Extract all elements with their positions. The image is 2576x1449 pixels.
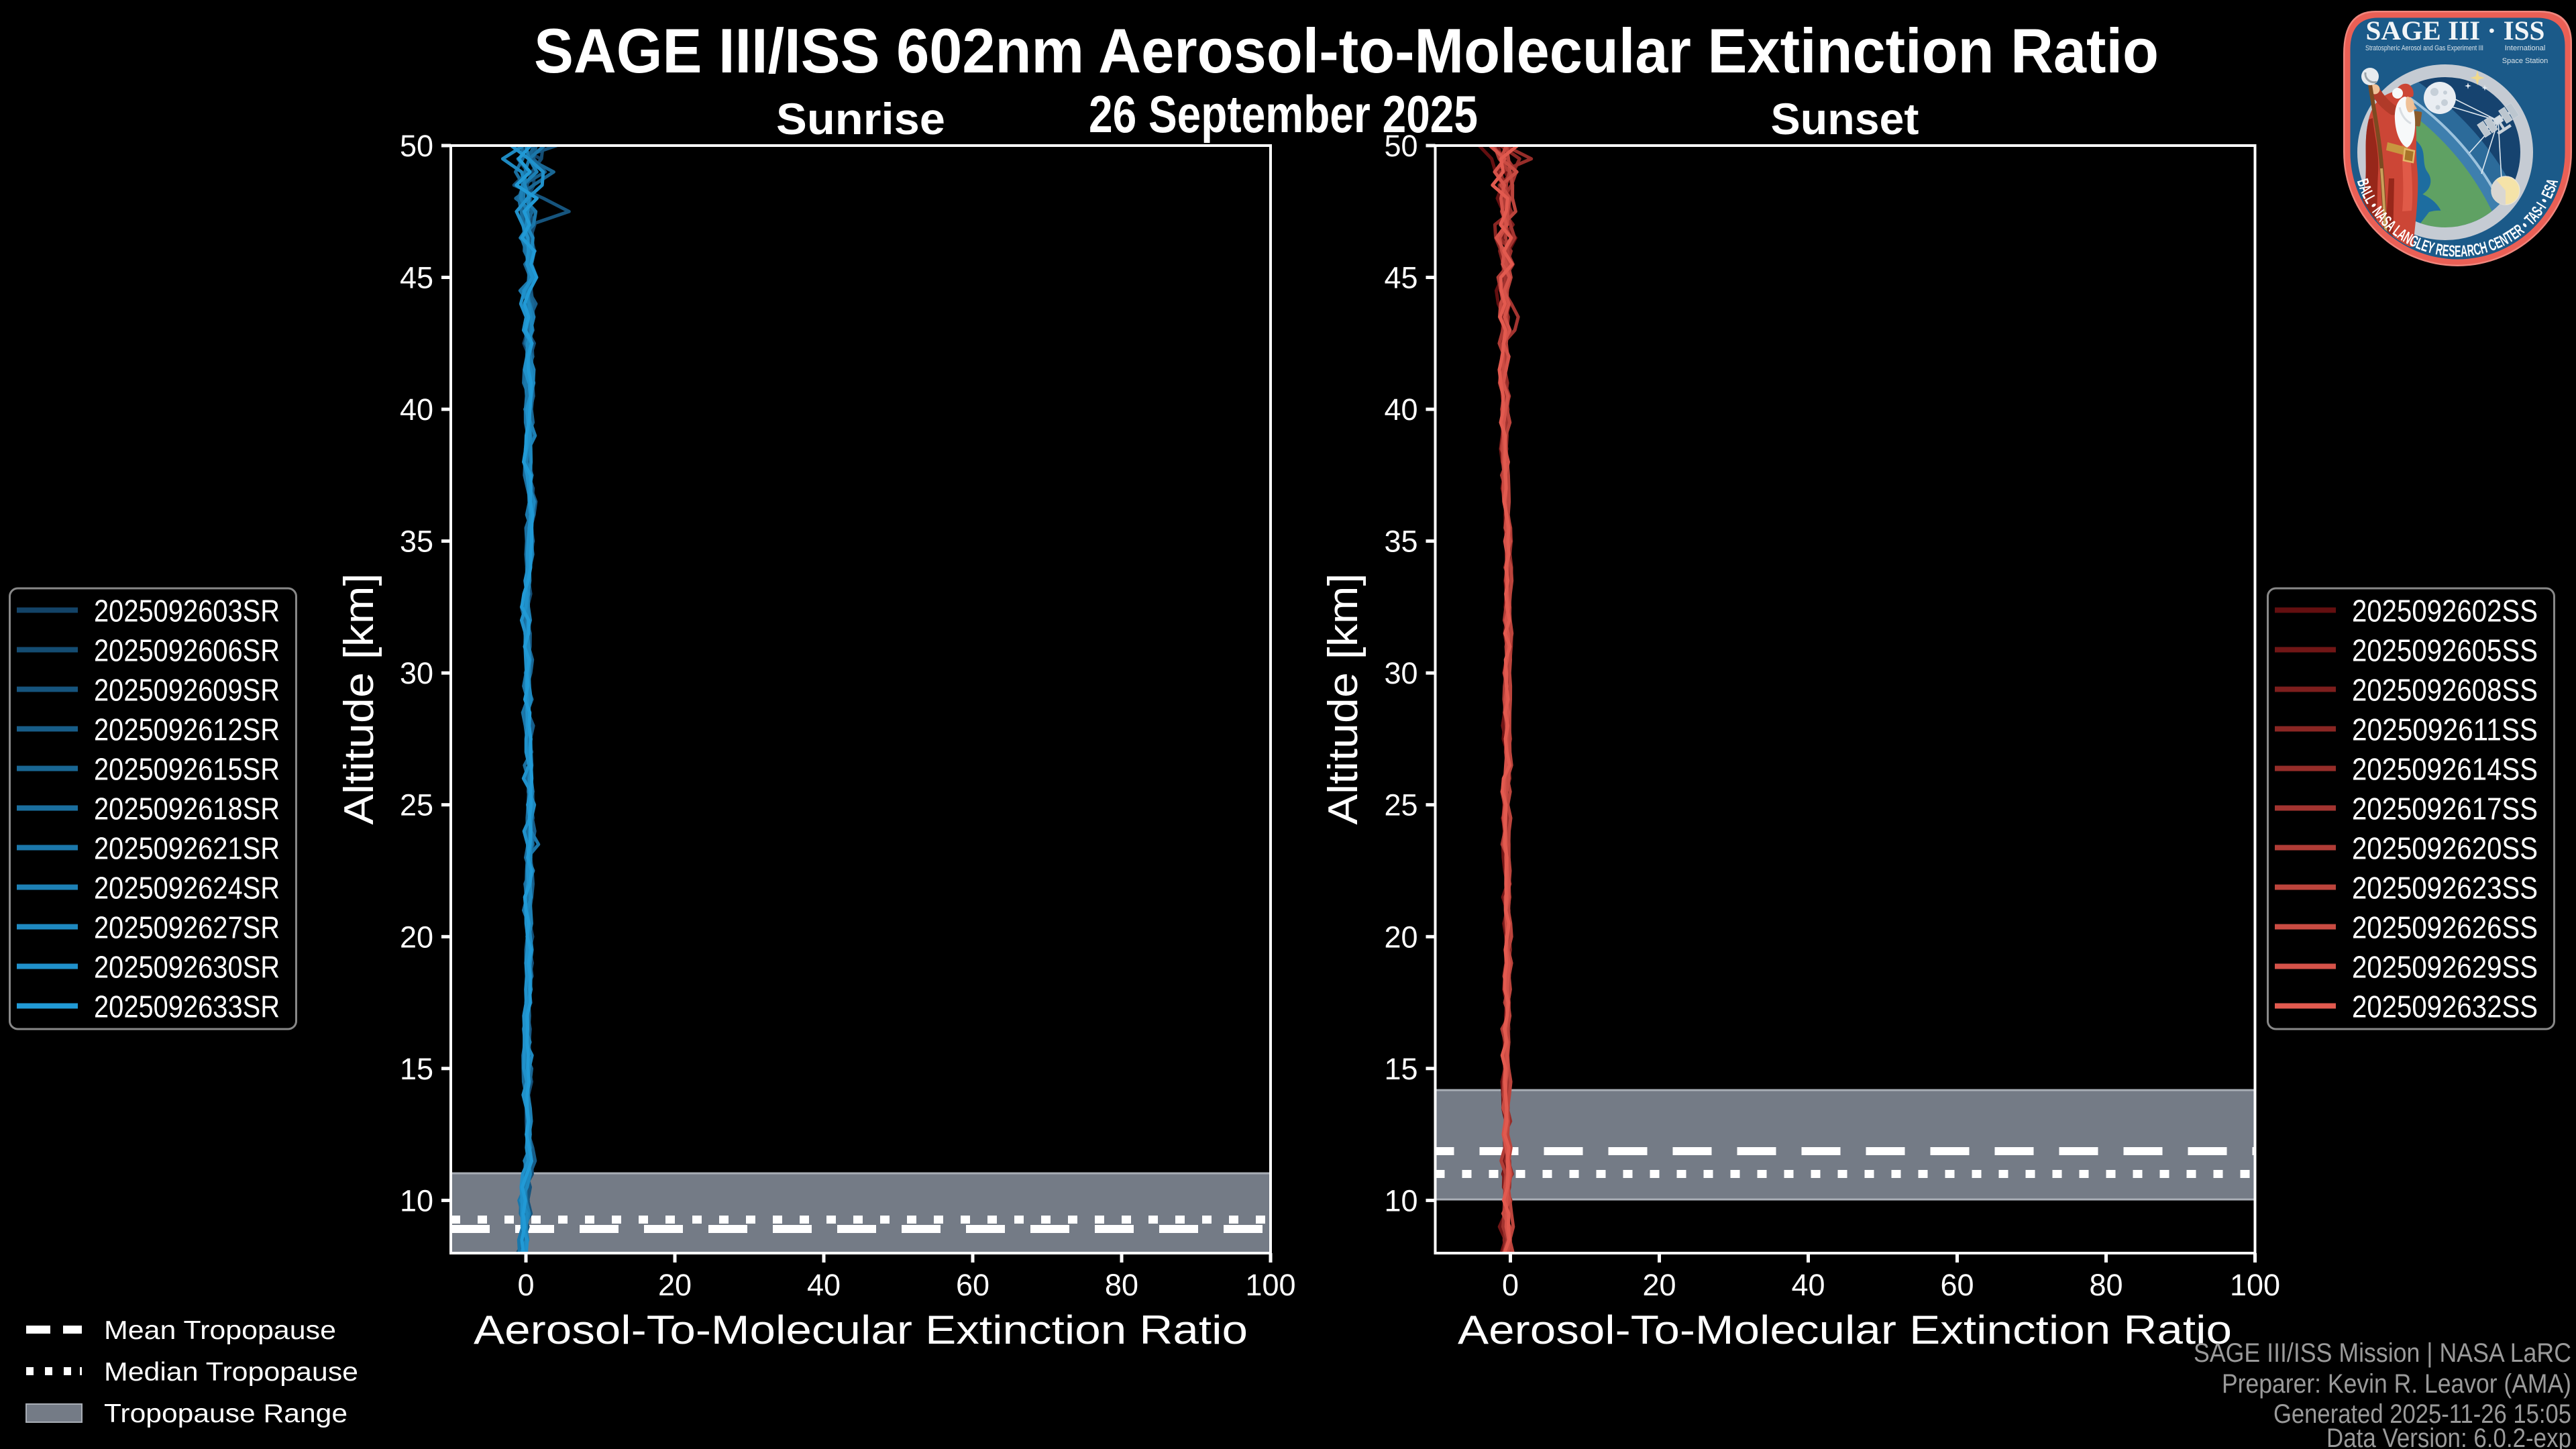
svg-text:2025092606SR: 2025092606SR: [94, 633, 280, 668]
svg-text:2025092623SS: 2025092623SS: [2352, 871, 2538, 906]
svg-text:Aerosol-To-Molecular Extinctio: Aerosol-To-Molecular Extinction Ratio: [474, 1307, 1248, 1352]
svg-text:2025092630SR: 2025092630SR: [94, 950, 280, 985]
svg-text:2025092608SS: 2025092608SS: [2352, 673, 2538, 708]
svg-text:Altitude [km]: Altitude [km]: [336, 574, 382, 825]
svg-text:Sunset: Sunset: [1771, 94, 1919, 144]
svg-text:Preparer: Kevin R. Leavor (AMA: Preparer: Kevin R. Leavor (AMA): [2222, 1369, 2571, 1399]
svg-text:2025092633SR: 2025092633SR: [94, 989, 280, 1024]
svg-text:10: 10: [1384, 1183, 1417, 1218]
svg-text:45: 45: [1384, 261, 1417, 295]
svg-text:2025092620SS: 2025092620SS: [2352, 831, 2538, 866]
svg-text:2025092617SS: 2025092617SS: [2352, 792, 2538, 826]
svg-text:2025092629SS: 2025092629SS: [2352, 950, 2538, 985]
svg-text:10: 10: [400, 1183, 433, 1218]
svg-text:40: 40: [807, 1268, 841, 1302]
svg-text:Generated 2025-11-26 15:05: Generated 2025-11-26 15:05: [2273, 1399, 2571, 1429]
svg-text:Sunrise: Sunrise: [776, 94, 945, 144]
svg-text:40: 40: [1791, 1268, 1825, 1302]
svg-text:100: 100: [2230, 1268, 2280, 1302]
svg-text:2025092621SR: 2025092621SR: [94, 831, 280, 866]
svg-text:15: 15: [1384, 1052, 1417, 1086]
svg-text:2025092632SS: 2025092632SS: [2352, 989, 2538, 1024]
svg-text:40: 40: [400, 392, 433, 427]
svg-text:2025092609SR: 2025092609SR: [94, 673, 280, 708]
svg-text:Median Tropopause: Median Tropopause: [104, 1358, 358, 1387]
svg-text:60: 60: [956, 1268, 989, 1302]
svg-text:SAGE III · ISS: SAGE III · ISS: [2366, 15, 2545, 46]
svg-text:Stratospheric Aerosol and Gas: Stratospheric Aerosol and Gas Experiment…: [2365, 44, 2483, 52]
svg-text:80: 80: [2089, 1268, 2123, 1302]
svg-text:Mean Tropopause: Mean Tropopause: [104, 1316, 336, 1345]
svg-text:Altitude [km]: Altitude [km]: [1320, 574, 1366, 825]
svg-text:50: 50: [400, 129, 433, 163]
svg-text:20: 20: [1384, 920, 1417, 954]
svg-text:SAGE III/ISS 602nm Aerosol-to-: SAGE III/ISS 602nm Aerosol-to-Molecular …: [534, 15, 2159, 86]
svg-text:25: 25: [400, 788, 433, 822]
svg-text:Aerosol-To-Molecular Extinctio: Aerosol-To-Molecular Extinction Ratio: [1458, 1307, 2232, 1352]
svg-text:20: 20: [1642, 1268, 1676, 1302]
svg-text:100: 100: [1245, 1268, 1295, 1302]
svg-text:30: 30: [400, 656, 433, 690]
svg-text:30: 30: [1384, 656, 1417, 690]
svg-text:SAGE III/ISS Mission | NASA La: SAGE III/ISS Mission | NASA LaRC: [2194, 1338, 2571, 1368]
svg-text:45: 45: [400, 261, 433, 295]
svg-text:20: 20: [658, 1268, 692, 1302]
svg-text:35: 35: [1384, 525, 1417, 559]
svg-text:0: 0: [517, 1268, 534, 1302]
svg-text:Tropopause Range: Tropopause Range: [104, 1399, 347, 1428]
svg-text:2025092612SR: 2025092612SR: [94, 712, 280, 747]
svg-text:2025092618SR: 2025092618SR: [94, 792, 280, 826]
svg-text:2025092624SR: 2025092624SR: [94, 871, 280, 906]
svg-text:Data Version: 6.0.2-exp: Data Version: 6.0.2-exp: [2326, 1424, 2571, 1449]
svg-text:International: International: [2505, 44, 2546, 52]
svg-text:15: 15: [400, 1052, 433, 1086]
svg-text:2025092603SR: 2025092603SR: [94, 594, 280, 629]
svg-text:2025092615SR: 2025092615SR: [94, 752, 280, 787]
svg-text:35: 35: [400, 525, 433, 559]
svg-text:60: 60: [1940, 1268, 1974, 1302]
svg-text:25: 25: [1384, 788, 1417, 822]
svg-text:2025092605SS: 2025092605SS: [2352, 633, 2538, 668]
svg-text:Space Station: Space Station: [2502, 57, 2548, 65]
svg-text:50: 50: [1384, 129, 1417, 163]
svg-text:2025092627SR: 2025092627SR: [94, 910, 280, 945]
svg-text:0: 0: [1502, 1268, 1519, 1302]
svg-text:80: 80: [1105, 1268, 1138, 1302]
svg-text:40: 40: [1384, 392, 1417, 427]
svg-text:2025092626SS: 2025092626SS: [2352, 910, 2538, 945]
svg-text:20: 20: [400, 920, 433, 954]
svg-text:2025092611SS: 2025092611SS: [2352, 712, 2538, 747]
svg-text:2025092602SS: 2025092602SS: [2352, 594, 2538, 629]
svg-text:2025092614SS: 2025092614SS: [2352, 752, 2538, 787]
svg-text:26 September 2025: 26 September 2025: [1089, 85, 1478, 144]
